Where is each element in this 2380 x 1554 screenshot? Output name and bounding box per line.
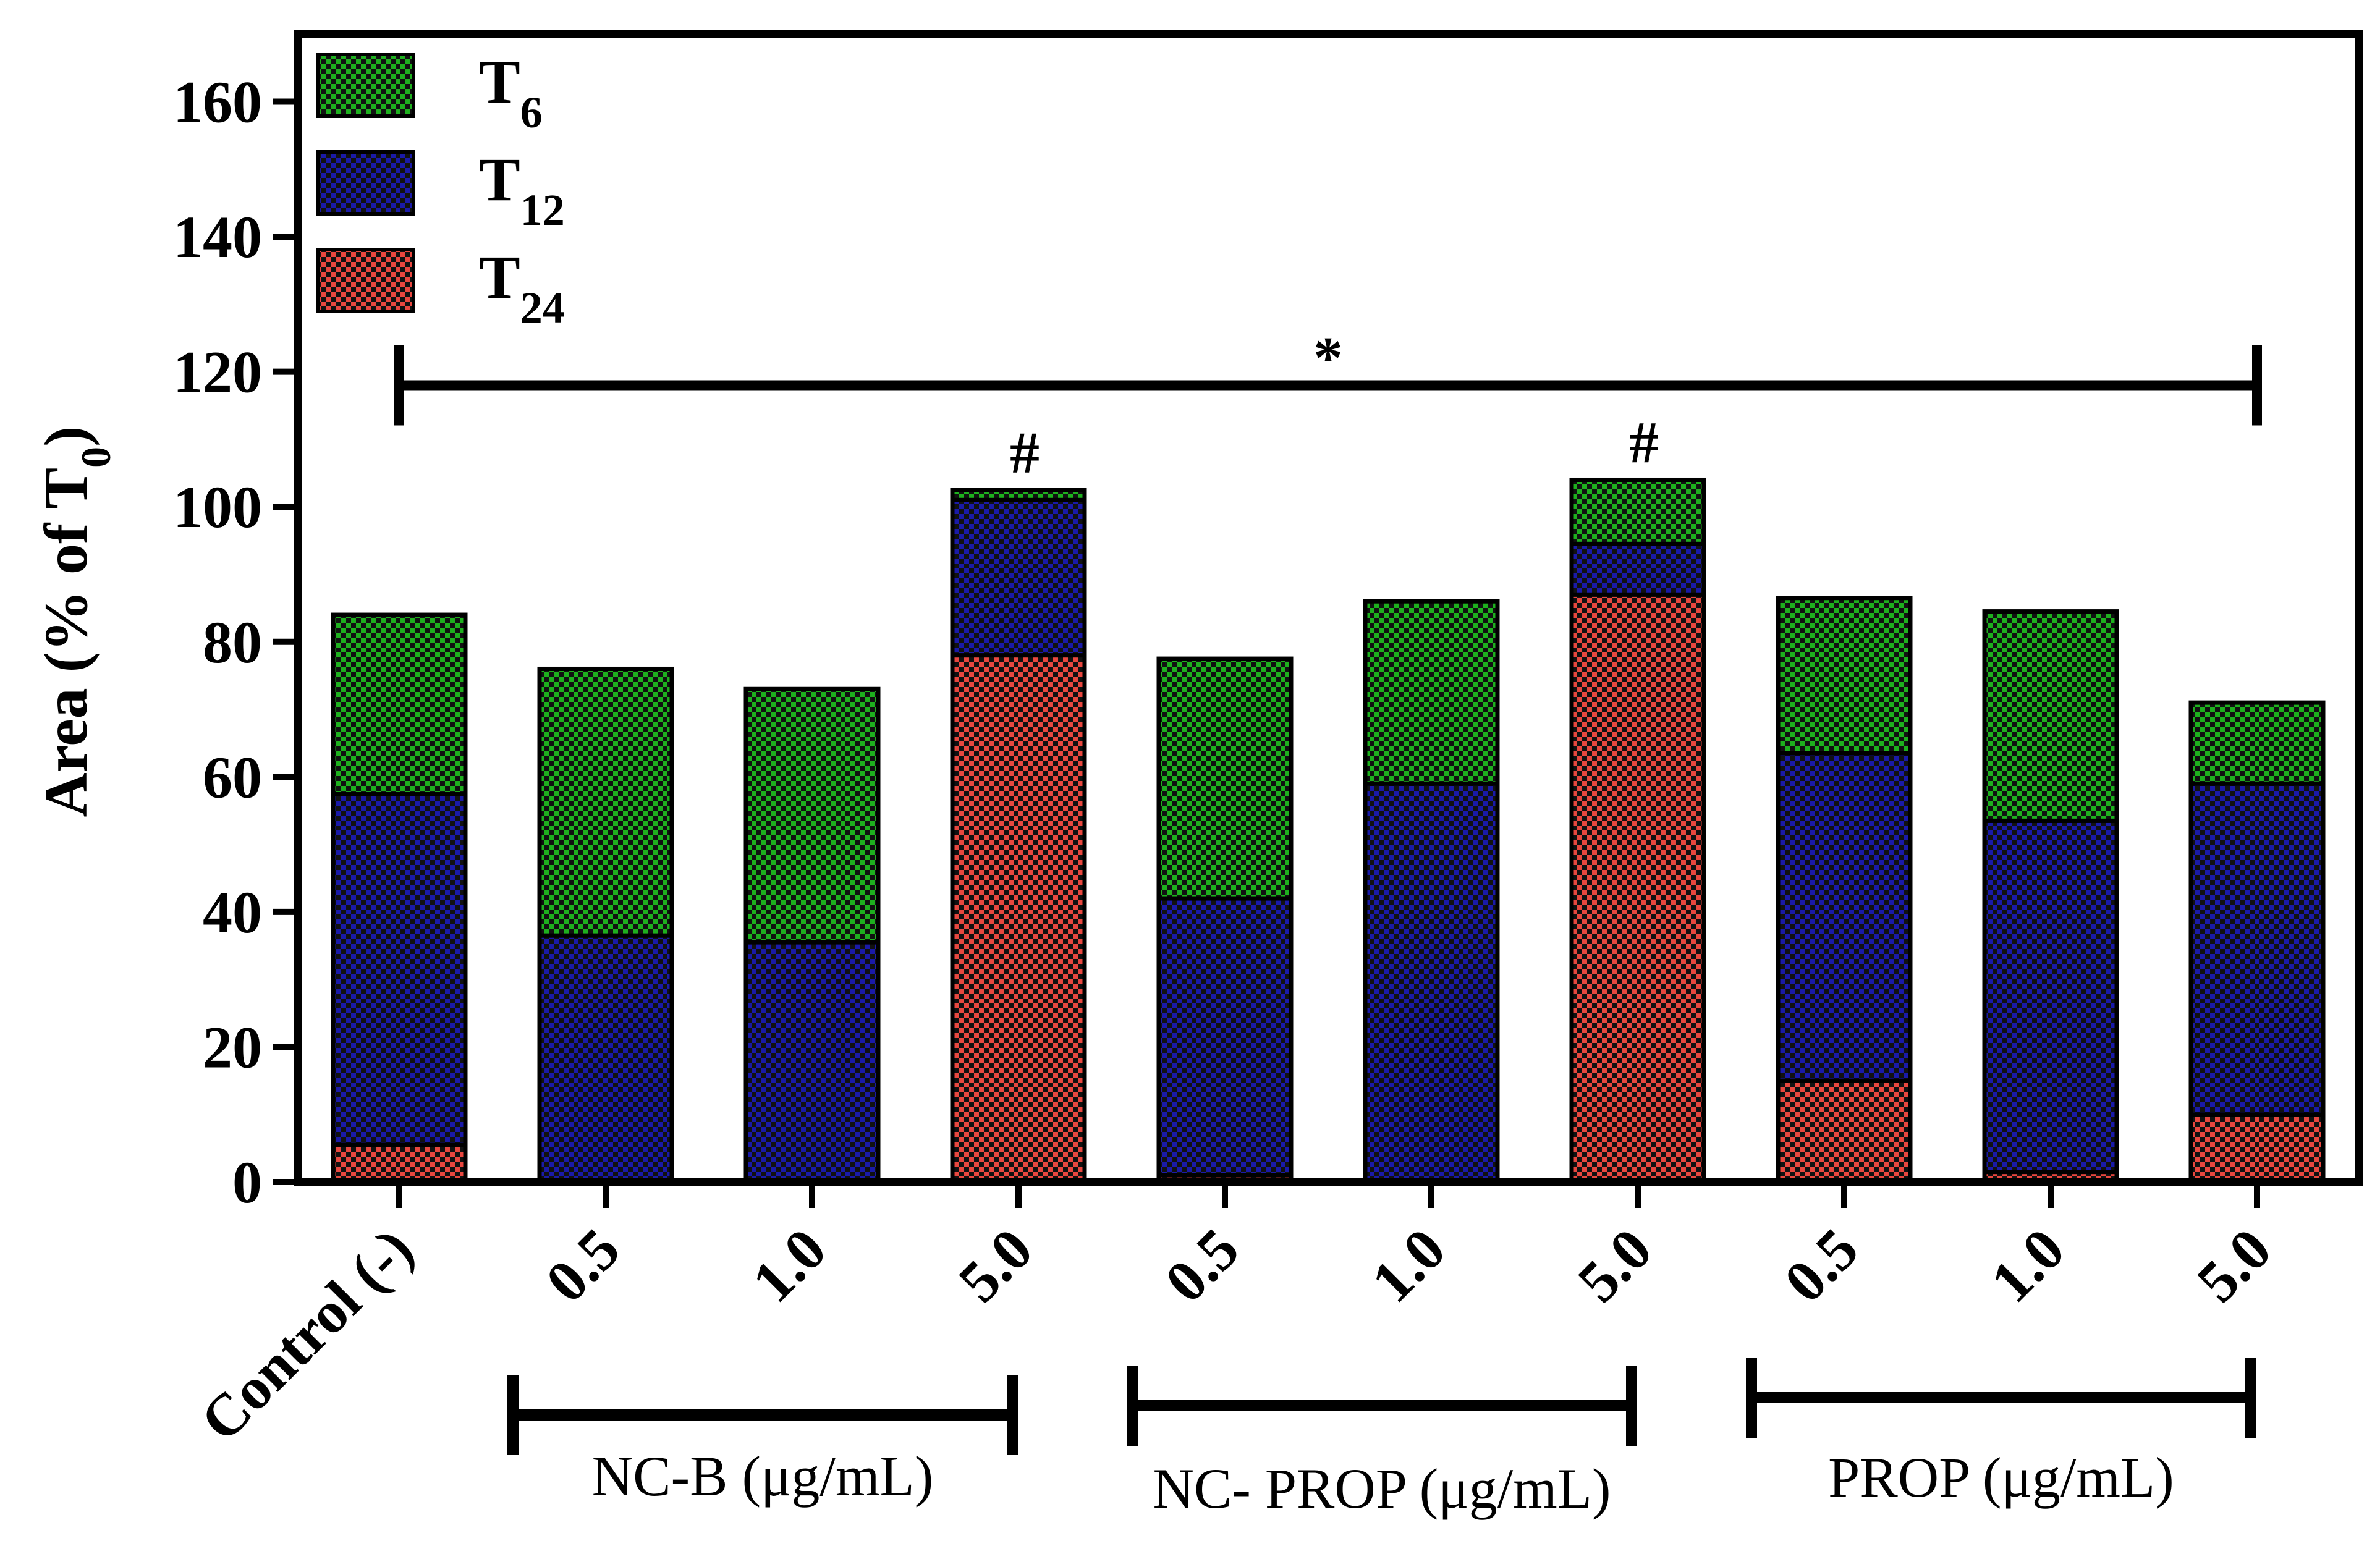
bar-segment-t12-1	[537, 933, 674, 1185]
legend-label-t12: T12	[479, 145, 565, 235]
bar-segment-t24-3	[950, 653, 1087, 1185]
legend-swatch-t24	[316, 248, 415, 313]
y-axis: 0 20 40 60 80 100 120 140 160	[173, 69, 298, 1215]
x-tick-label: 0.5	[1771, 1215, 1871, 1315]
bar-segment-t12-4	[1156, 896, 1294, 1178]
bar-segment-t24-0	[331, 1142, 468, 1185]
bar-segment-t6-3	[950, 488, 1087, 502]
y-tick-label: 100	[173, 474, 262, 540]
bar-segment-t6-1	[537, 666, 674, 938]
legend-label-t6: T6	[479, 48, 543, 137]
bar-segment-t12-0	[331, 792, 468, 1147]
x-tick-label: 1.0	[1358, 1215, 1458, 1315]
bar-segment-t6-2	[743, 686, 881, 945]
x-tick-label: Control (-)	[187, 1215, 425, 1453]
x-axis: Control (-) 0.5 1.0 5.0 0.5 1.0 5.0 0.5 1.0 5.0	[187, 1182, 2284, 1454]
y-tick-label: 20	[203, 1014, 262, 1080]
bar-segment-t6-5	[1363, 599, 1500, 786]
hash-mark: #	[1010, 420, 1040, 486]
group-label: NC-B (μg/mL)	[592, 1445, 934, 1508]
legend-swatch-t6	[316, 53, 415, 118]
x-tick-label: 0.5	[1152, 1215, 1251, 1315]
hash-mark: #	[1629, 409, 1659, 475]
y-axis-title: Area (% of T0)	[32, 426, 119, 817]
bar-segment-t6-9	[2188, 700, 2326, 786]
bar-segment-t12-3	[950, 497, 1087, 658]
x-tick-label: 5.0	[2184, 1215, 2284, 1315]
annotations: * # #	[394, 324, 2262, 486]
y-tick-label: 160	[173, 69, 262, 135]
bar-segment-t6-4	[1156, 656, 1294, 901]
bar-segment-t6-7	[1776, 596, 1913, 756]
x-tick-label: 5.0	[946, 1215, 1045, 1315]
x-tick-label: 0.5	[533, 1215, 632, 1315]
bar-segment-t24-6	[1569, 592, 1706, 1185]
y-tick-label: 40	[203, 879, 262, 945]
y-tick-label: 120	[173, 339, 262, 405]
bar-segment-t12-7	[1776, 751, 1913, 1083]
x-tick-label: 5.0	[1565, 1215, 1664, 1315]
bar-segment-t12-6	[1569, 541, 1706, 597]
plot-frame	[294, 30, 2363, 1186]
legend-swatch-t12	[316, 150, 415, 216]
significance-star: *	[1313, 324, 1343, 391]
bar-segment-t24-7	[1776, 1078, 1913, 1185]
legend-label-t24: T24	[479, 243, 565, 332]
bar-segment-t6-0	[331, 612, 468, 796]
group-label: PROP (μg/mL)	[1828, 1446, 2174, 1509]
group-label: NC- PROP (μg/mL)	[1153, 1457, 1611, 1520]
bar-segment-t12-2	[743, 940, 881, 1185]
bars-layer	[331, 477, 2326, 1185]
group-brackets: NC-B (μg/mL) NC- PROP (μg/mL) PROP (μg/mL)	[507, 1358, 2256, 1520]
bar-segment-t6-8	[1982, 609, 2119, 823]
y-tick-label: 60	[203, 744, 262, 810]
bar-segment-t12-8	[1982, 818, 2119, 1175]
x-tick-label: 1.0	[739, 1215, 839, 1315]
x-tick-label: 1.0	[1978, 1215, 2077, 1315]
bar-segment-t6-6	[1569, 477, 1706, 546]
y-tick-label: 140	[173, 204, 262, 270]
bar-segment-t12-9	[2188, 781, 2326, 1117]
bar-segment-t24-9	[2188, 1112, 2326, 1185]
bar-segment-t12-5	[1363, 781, 1500, 1185]
y-tick-label: 80	[203, 609, 262, 675]
y-tick-label: 0	[232, 1149, 262, 1215]
